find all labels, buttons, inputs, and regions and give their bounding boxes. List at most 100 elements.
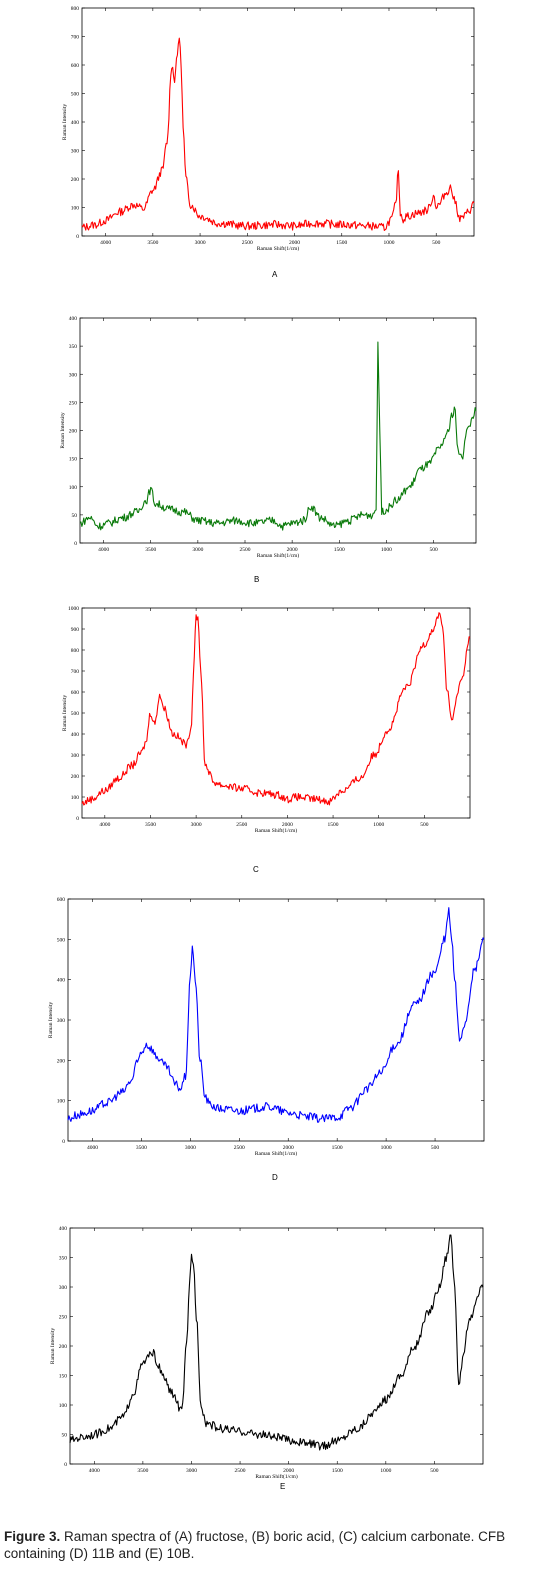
y-tick-label: 200 (71, 774, 80, 780)
x-tick-label: 500 (420, 822, 429, 828)
y-tick-label: 200 (71, 177, 80, 183)
y-axis-label: Raman Intensity (62, 695, 68, 731)
chart-c-svg: 0 100 200 300 400 500 600 700 800 900 1000 4000 3500… (62, 606, 471, 834)
chart-panel-c: 0 100 200 300 400 500 600 700 800 900 1000 4000 3500… (0, 600, 556, 885)
x-tick-label: 3500 (137, 1468, 148, 1474)
x-tick-label: 3500 (145, 822, 156, 828)
y-axis-label: Raman Intensity (60, 412, 66, 448)
panel-c-label: C (253, 865, 259, 874)
y-tick-label: 500 (57, 937, 66, 943)
chart-a-svg: 0 100 200 300 400 500 600 700 800 4000 3500 3000 250… (62, 6, 475, 252)
x-tick-label: 1500 (328, 822, 339, 828)
x-tick-label: 3500 (145, 547, 156, 553)
y-tick-label: 100 (57, 1099, 66, 1105)
x-axis-label: Raman Shift(1/cm) (255, 1473, 297, 1480)
y-tick-label: 50 (62, 1433, 68, 1439)
x-tick-label: 3000 (185, 1145, 196, 1151)
spectrum-line (81, 612, 471, 806)
x-tick-label: 2500 (234, 1145, 245, 1151)
x-tick-label: 4000 (89, 1468, 100, 1474)
y-axis-label: Raman Intensity (62, 104, 68, 140)
x-tick-label: 4000 (100, 240, 111, 246)
y-tick-label: 200 (69, 429, 78, 435)
x-tick-label: 2500 (235, 1468, 246, 1474)
chart-panel-b: 0 50 100 150 200 250 300 350 400 4000 3500 3000 2500… (0, 310, 556, 595)
chart-panel-d: 0 100 200 300 400 500 600 4000 3500 3000 2500 2000 1… (0, 890, 556, 1190)
y-tick-label: 300 (71, 753, 80, 759)
x-tick-label: 500 (432, 240, 441, 246)
figure-caption: Figure 3. Raman spectra of (A) fructose,… (4, 1528, 552, 1562)
y-tick-label: 400 (71, 120, 80, 126)
y-tick-label: 400 (57, 978, 66, 984)
chart-d-svg: 0 100 200 300 400 500 600 4000 3500 3000 2500 2000 1… (48, 897, 485, 1157)
x-tick-label: 1000 (381, 1145, 392, 1151)
x-tick-label: 4000 (99, 822, 110, 828)
y-tick-label: 300 (57, 1018, 66, 1024)
x-tick-label: 500 (429, 547, 438, 553)
x-tick-label: 1500 (332, 1145, 343, 1151)
caption-label: Figure 3. (4, 1529, 61, 1544)
plot-frame (67, 898, 485, 1142)
y-tick-label: 1000 (68, 606, 79, 612)
y-tick-label: 100 (59, 1403, 68, 1409)
y-tick-label: 600 (71, 690, 80, 696)
x-axis-label: Raman Shift(1/cm) (255, 827, 297, 834)
x-tick-label: 2000 (283, 1468, 294, 1474)
y-tick-label: 700 (71, 669, 80, 675)
y-tick-label: 600 (57, 897, 66, 903)
x-tick-label: 1500 (336, 240, 347, 246)
y-tick-label: 0 (74, 541, 77, 547)
x-tick-label: 1000 (381, 547, 392, 553)
y-tick-label: 250 (59, 1315, 68, 1321)
x-tick-label: 2500 (242, 240, 253, 246)
x-tick-label: 3000 (192, 547, 203, 553)
panel-a-label: A (272, 270, 278, 279)
y-tick-label: 600 (71, 63, 80, 69)
y-tick-label: 300 (59, 1285, 68, 1291)
x-tick-label: 4000 (98, 547, 109, 553)
chart-b-svg: 0 50 100 150 200 250 300 350 400 4000 3500 3000 2500… (60, 316, 477, 559)
y-tick-label: 800 (71, 648, 80, 654)
chart-e-svg: 0 50 100 150 200 250 300 350 400 4000 3500 3000 2500… (50, 1226, 484, 1480)
y-tick-label: 350 (69, 344, 78, 350)
spectrum-line (79, 341, 477, 531)
panel-b-label: B (254, 575, 260, 584)
spectrum-line (67, 907, 485, 1123)
x-tick-label: 3000 (195, 240, 206, 246)
caption-text: Raman spectra of (A) fructose, (B) boric… (4, 1529, 506, 1561)
x-tick-label: 2500 (240, 547, 251, 553)
y-tick-label: 200 (59, 1344, 68, 1350)
y-tick-label: 100 (71, 206, 80, 212)
plot-frame (81, 607, 471, 819)
y-tick-label: 150 (69, 457, 78, 463)
y-tick-label: 150 (59, 1374, 68, 1380)
y-tick-label: 900 (71, 627, 80, 633)
y-tick-label: 100 (71, 795, 80, 801)
plot-frame (69, 1227, 484, 1465)
y-tick-label: 0 (76, 234, 79, 240)
chart-panel-e: 0 50 100 150 200 250 300 350 400 4000 3500 3000 2500… (0, 1220, 556, 1510)
y-tick-label: 250 (69, 400, 78, 406)
x-tick-label: 1000 (383, 240, 394, 246)
x-tick-label: 3000 (191, 822, 202, 828)
panel-e-label: E (280, 1482, 286, 1491)
y-tick-label: 500 (71, 92, 80, 98)
x-tick-label: 2000 (283, 1145, 294, 1151)
spectrum-line (81, 37, 475, 231)
x-tick-label: 500 (430, 1468, 439, 1474)
y-tick-label: 400 (59, 1226, 68, 1232)
y-tick-label: 700 (71, 35, 80, 41)
panel-d-label: D (272, 1173, 278, 1182)
y-axis-label: Raman Intensity (50, 1328, 56, 1364)
y-tick-label: 0 (64, 1462, 67, 1468)
y-tick-label: 0 (62, 1139, 65, 1145)
x-tick-label: 2000 (289, 240, 300, 246)
y-tick-label: 300 (71, 149, 80, 155)
y-tick-label: 800 (71, 6, 80, 12)
y-tick-label: 0 (76, 816, 79, 822)
x-tick-label: 3000 (186, 1468, 197, 1474)
x-tick-label: 2000 (287, 547, 298, 553)
y-axis-label: Raman Intensity (48, 1002, 54, 1038)
y-tick-label: 200 (57, 1058, 66, 1064)
plot-frame (81, 7, 475, 237)
